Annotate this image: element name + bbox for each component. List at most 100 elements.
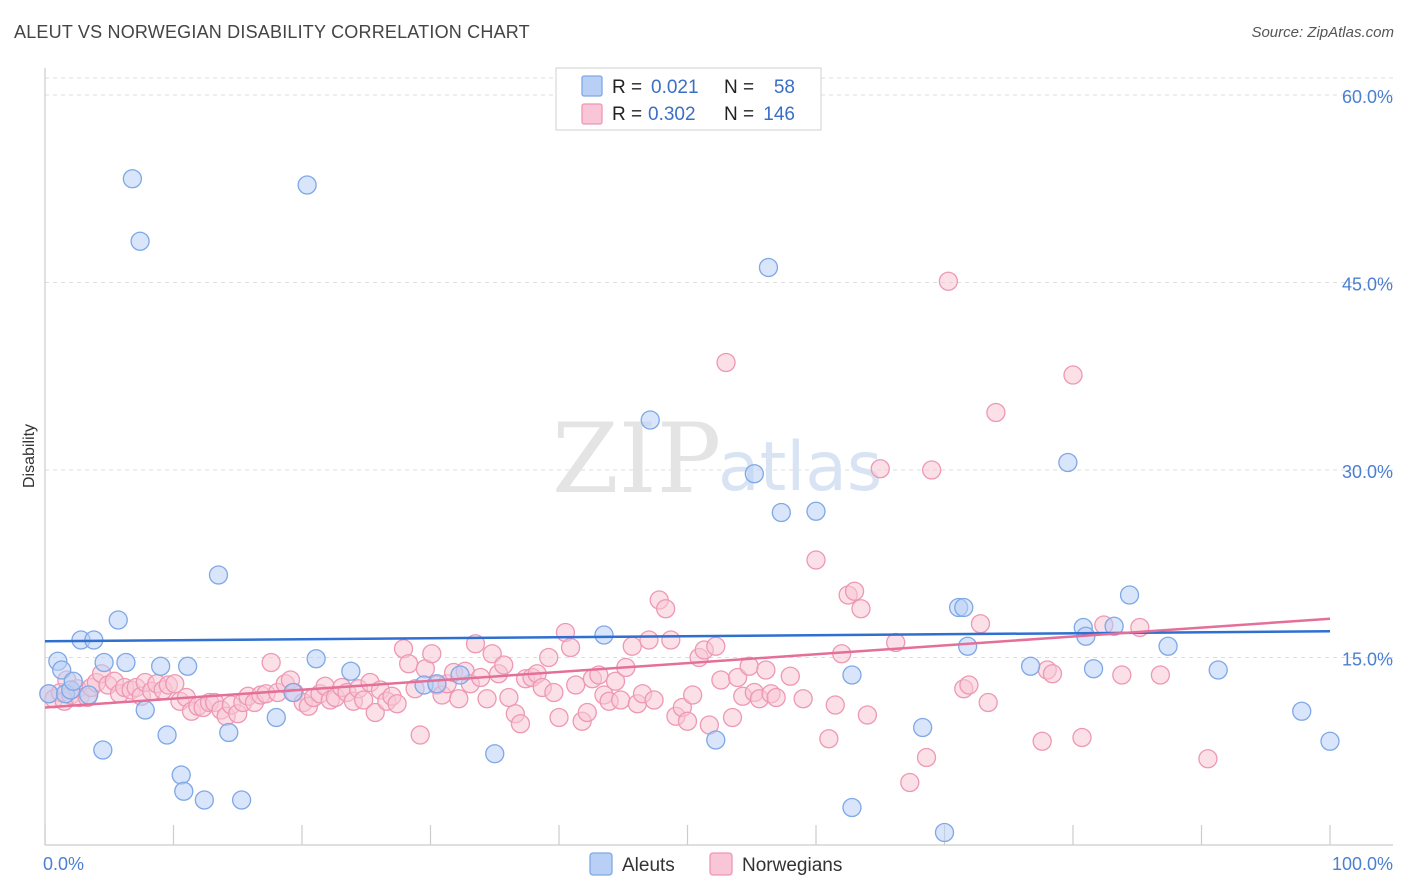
norwegians-points	[39, 271, 1218, 793]
norwegian-point	[549, 707, 569, 728]
aleut-point	[1158, 636, 1178, 656]
aleut-point	[485, 744, 505, 764]
legend-r-value-aleuts: 0.021	[651, 77, 699, 98]
norwegian-point	[938, 271, 959, 291]
norwegian-point	[722, 707, 743, 728]
norwegian-point	[825, 695, 845, 715]
norwegian-point	[1198, 749, 1218, 769]
aleut-point	[842, 797, 862, 818]
aleut-point	[63, 671, 83, 691]
norwegian-point	[611, 690, 631, 710]
aleut-point	[758, 257, 779, 278]
aleut-point	[177, 656, 198, 676]
aleut-point	[52, 660, 72, 680]
aleut-point	[171, 765, 191, 785]
norwegian-point	[806, 550, 826, 570]
aleut-point	[427, 674, 447, 694]
norwegian-point	[716, 352, 736, 373]
aleut-point	[744, 464, 764, 484]
norwegian-point	[365, 702, 385, 723]
norwegian-point	[1150, 665, 1171, 685]
aleut-point	[1292, 701, 1312, 721]
series-legend-swatch-aleuts	[589, 852, 613, 876]
aleut-point	[157, 725, 177, 745]
legend-n-value-aleuts: 58	[774, 77, 795, 98]
aleut-point	[954, 597, 974, 618]
norwegian-point	[1072, 727, 1092, 748]
norwegian-point	[916, 747, 937, 768]
aleut-point	[174, 781, 194, 801]
source-label: Source: ZipAtlas.com	[1251, 24, 1394, 41]
norwegian-point	[978, 692, 998, 713]
norwegian-point	[986, 402, 1006, 423]
norwegian-point	[857, 705, 878, 725]
y-axis-title: Disability	[21, 424, 38, 488]
norwegian-point	[851, 599, 871, 619]
norwegian-point	[510, 714, 531, 734]
aleut-point	[1020, 656, 1041, 676]
y-tick-labels: 15.0% 30.0% 45.0% 60.0%	[1342, 87, 1393, 670]
chart-title: ALEUT VS NORWEGIAN DISABILITY CORRELATIO…	[14, 22, 530, 42]
norwegian-point	[1032, 731, 1052, 751]
series-legend-swatch-norwegians	[709, 852, 733, 876]
aleut-point	[1083, 659, 1104, 679]
norwegian-point	[959, 675, 979, 695]
watermark: ZIP atlas	[552, 403, 882, 515]
aleut-point	[297, 175, 317, 195]
x-tick-label: 0.0%	[43, 854, 84, 874]
aleut-point	[130, 231, 150, 251]
legend-swatch-aleuts	[581, 75, 603, 97]
norwegian-point	[711, 670, 731, 690]
aleut-point	[806, 501, 826, 521]
norwegian-point	[644, 690, 664, 710]
aleut-point	[39, 684, 59, 704]
norwegian-point	[566, 675, 586, 695]
aleut-point	[1320, 731, 1340, 751]
aleut-point	[266, 707, 286, 728]
axes	[44, 68, 1393, 846]
y-tick-label: 60.0%	[1342, 87, 1393, 107]
legend-n-value-norwegians: 146	[763, 104, 795, 125]
legend-r-label-aleuts: R =	[612, 77, 642, 98]
aleut-point	[93, 740, 113, 760]
norwegian-point	[1063, 365, 1083, 385]
aleut-point	[79, 685, 99, 705]
aleut-point	[94, 652, 114, 673]
norwegian-point	[560, 637, 581, 658]
watermark-atlas: atlas	[718, 428, 882, 507]
series-legend-label-aleuts: Aleuts	[622, 855, 675, 876]
y-tick-label: 30.0%	[1342, 462, 1393, 482]
aleut-point	[306, 649, 326, 669]
norwegian-point	[639, 630, 659, 650]
norwegian-point	[165, 674, 185, 694]
legend-r-value-norwegians: 0.302	[648, 104, 696, 125]
legend-n-label-aleuts: N =	[724, 77, 754, 98]
norwegian-point	[482, 644, 502, 664]
norwegian-point	[970, 614, 991, 634]
aleut-point	[957, 636, 978, 656]
norwegian-point	[577, 702, 597, 723]
x-tick-labels: 0.0% 100.0%	[43, 854, 1393, 874]
aleut-point	[1104, 616, 1124, 636]
aleut-point	[208, 565, 229, 585]
norwegian-point	[354, 690, 374, 710]
aleut-point	[934, 822, 955, 843]
norwegian-point	[261, 652, 281, 673]
norwegian-point	[922, 460, 942, 480]
norwegian-point	[766, 687, 786, 708]
norwegian-point	[499, 687, 519, 708]
norwegian-point	[605, 671, 626, 691]
aleut-point	[1208, 660, 1228, 680]
aleut-point	[842, 665, 862, 685]
aleut-point	[283, 682, 303, 703]
aleut-point	[771, 502, 791, 523]
norwegian-point	[410, 725, 430, 745]
watermark-zip: ZIP	[552, 403, 721, 515]
aleut-point	[122, 169, 143, 189]
aleut-point	[594, 625, 614, 645]
aleut-point	[150, 656, 171, 676]
aleut-point	[1119, 585, 1140, 605]
norwegian-point	[900, 772, 920, 793]
norwegian-point	[544, 682, 564, 703]
norwegian-point	[387, 694, 407, 714]
